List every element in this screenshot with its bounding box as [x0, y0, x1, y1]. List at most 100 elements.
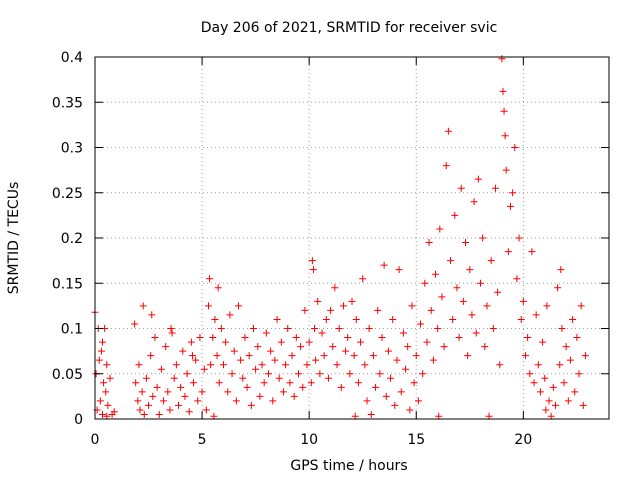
data-point	[209, 334, 217, 342]
data-point	[515, 234, 523, 242]
data-point	[434, 325, 442, 332]
data-point	[389, 315, 397, 323]
data-point	[264, 370, 272, 378]
data-point	[474, 175, 482, 183]
data-point	[256, 392, 264, 400]
y-tick-label: 0.35	[52, 95, 83, 111]
data-point	[542, 406, 550, 414]
data-point	[348, 297, 356, 305]
data-point	[139, 302, 147, 310]
data-point	[147, 352, 155, 360]
data-point	[346, 370, 354, 378]
data-point	[140, 410, 148, 418]
data-point	[134, 397, 142, 405]
data-point	[380, 261, 388, 269]
data-point	[157, 365, 165, 373]
data-point	[224, 388, 232, 396]
data-point	[545, 397, 553, 405]
data-point	[258, 361, 266, 369]
data-point	[519, 297, 527, 305]
data-point	[243, 383, 251, 391]
data-point	[354, 379, 362, 387]
y-tick-label: 0.3	[61, 141, 83, 157]
data-point	[96, 397, 104, 405]
data-point	[539, 338, 547, 346]
data-point	[506, 202, 514, 210]
y-tick-label: 0.25	[52, 186, 83, 202]
data-point	[393, 356, 401, 364]
data-point	[566, 356, 574, 364]
data-point	[196, 334, 204, 342]
data-point	[149, 392, 157, 400]
data-point	[307, 379, 315, 387]
data-point	[357, 338, 365, 346]
data-point	[412, 352, 420, 360]
data-point	[205, 302, 213, 310]
data-point	[502, 166, 510, 174]
data-point	[288, 352, 296, 360]
data-point	[369, 352, 377, 360]
data-point	[318, 329, 326, 337]
data-point	[249, 325, 257, 332]
data-point	[262, 329, 270, 337]
data-point	[135, 361, 143, 369]
data-point	[297, 343, 305, 351]
data-point	[333, 361, 341, 369]
data-point	[414, 397, 422, 405]
data-point	[299, 383, 307, 391]
data-point	[252, 365, 260, 373]
data-point	[541, 374, 549, 382]
data-point	[220, 361, 227, 369]
data-point	[530, 379, 538, 387]
data-point	[207, 361, 215, 369]
data-point	[387, 374, 395, 382]
data-point	[397, 388, 405, 396]
data-point	[267, 347, 275, 355]
data-point	[142, 374, 150, 382]
data-point	[136, 406, 144, 414]
data-point	[151, 334, 159, 342]
data-point	[511, 144, 519, 151]
data-point	[551, 401, 559, 409]
data-point	[410, 379, 418, 387]
data-point	[560, 379, 568, 387]
data-point	[558, 325, 566, 332]
data-point	[322, 315, 330, 323]
data-point	[457, 184, 465, 192]
data-point	[172, 361, 180, 369]
data-point	[453, 284, 461, 292]
data-point	[327, 306, 335, 314]
data-point	[408, 302, 416, 310]
data-point	[517, 315, 525, 323]
axis-tick-labels: 0 0.05 0.1 0.15 0.2 0.25 0.3 0.35 0.4 0 5 10 15 20	[52, 50, 532, 448]
data-point	[423, 338, 431, 346]
data-point	[378, 334, 386, 342]
data-point	[303, 361, 311, 369]
data-point	[170, 374, 178, 382]
data-point	[185, 408, 193, 416]
data-point	[479, 234, 487, 242]
data-point	[153, 383, 161, 391]
data-point	[215, 379, 223, 387]
data-point	[104, 401, 112, 409]
data-point	[374, 306, 382, 314]
data-point	[451, 211, 459, 219]
data-point	[472, 329, 480, 337]
data-point	[556, 361, 564, 369]
data-points	[91, 55, 589, 420]
data-point	[102, 388, 110, 396]
data-point	[211, 315, 219, 323]
data-point	[232, 397, 240, 405]
data-point	[438, 293, 446, 301]
x-tick-label: 15	[407, 432, 425, 448]
x-axis-label: GPS time / hours	[290, 458, 407, 474]
data-point	[320, 352, 328, 360]
data-point	[581, 352, 589, 360]
y-tick-label: 0.1	[61, 322, 83, 338]
data-point	[524, 334, 532, 342]
data-point	[230, 347, 238, 355]
data-point	[183, 370, 191, 378]
data-point	[417, 320, 425, 328]
data-point	[579, 401, 587, 409]
data-point	[290, 392, 298, 400]
